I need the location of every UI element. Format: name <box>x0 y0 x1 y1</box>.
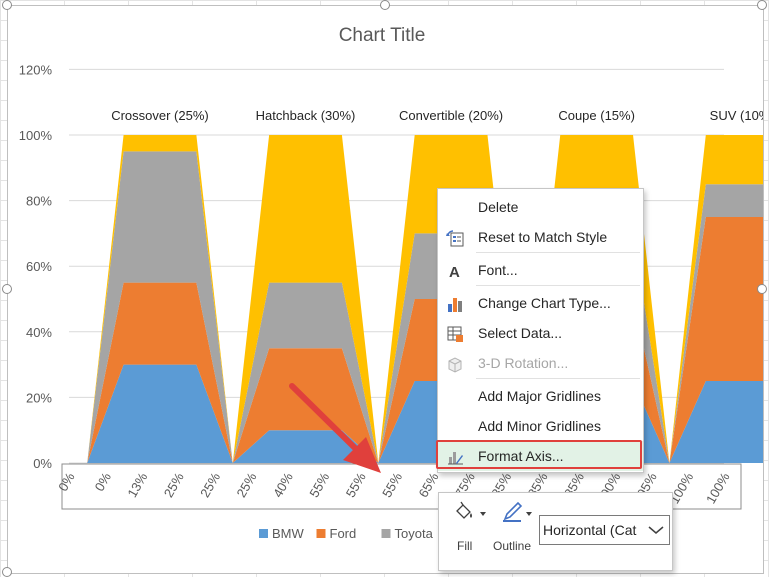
format-axis-icon <box>446 448 464 466</box>
highlight-box <box>436 440 642 469</box>
menu-item-3d-rotation: 3-D Rotation... <box>438 348 643 378</box>
outline-button[interactable] <box>499 501 533 527</box>
menu-item-select-data[interactable]: Select Data... <box>438 318 643 348</box>
x-axis-selection-box[interactable] <box>61 463 742 510</box>
menu-item-label: Change Chart Type... <box>478 295 611 311</box>
chevron-down-icon[interactable] <box>479 505 487 523</box>
chart-element-selector-value: Horizontal (Cat <box>543 522 637 538</box>
category-label: Convertible (20%) <box>399 108 503 123</box>
menu-item-label: Add Minor Gridlines <box>478 418 601 434</box>
context-menu: Delete Reset to Match Style A Font... Ch… <box>437 188 644 473</box>
area-segment-toyota[interactable] <box>232 282 379 463</box>
y-tick-label: 60% <box>26 259 52 274</box>
area-segment-toyota[interactable] <box>669 184 763 463</box>
menu-item-label: Font... <box>478 262 518 278</box>
menu-item-label: Reset to Match Style <box>478 229 608 245</box>
legend-label: Ford <box>330 526 357 541</box>
legend-swatch <box>316 529 326 538</box>
area-segment-bmw[interactable] <box>669 381 763 463</box>
fill-label: Fill <box>457 539 473 553</box>
resize-handle-top-middle[interactable] <box>380 0 390 10</box>
menu-item-font[interactable]: A Font... <box>438 255 643 285</box>
area-segment-ford[interactable] <box>87 282 233 463</box>
y-tick-label: 120% <box>19 62 53 77</box>
svg-text:A: A <box>449 264 460 280</box>
menu-item-format-axis[interactable]: Format Axis... <box>438 441 643 471</box>
category-label: Coupe (15%) <box>558 108 635 123</box>
menu-item-label: Delete <box>478 199 519 215</box>
y-tick-label: 100% <box>19 128 53 143</box>
legend-label: BMW <box>272 526 305 541</box>
reset-style-icon <box>446 229 464 247</box>
resize-handle-top-right[interactable] <box>757 0 767 10</box>
legend-swatch <box>381 529 391 538</box>
area-segment-ford[interactable] <box>232 348 379 463</box>
paint-bucket-icon <box>453 501 479 528</box>
area-segment-bmw[interactable] <box>87 364 233 463</box>
y-tick-label: 80% <box>26 194 52 209</box>
menu-item-label: Select Data... <box>478 325 563 341</box>
resize-handle-top-left[interactable] <box>2 0 12 10</box>
category-label: SUV (10%) <box>710 108 763 123</box>
chart-type-icon <box>446 295 464 313</box>
legend-swatch <box>259 529 268 538</box>
menu-item-label: 3-D Rotation... <box>478 355 569 371</box>
menu-item-change-chart-type[interactable]: Change Chart Type... <box>438 288 643 318</box>
pen-icon <box>499 501 525 528</box>
menu-item-add-major-gridlines[interactable]: Add Major Gridlines <box>438 381 643 411</box>
category-label: Hatchback (30%) <box>256 108 356 123</box>
legend-label: Toyota <box>395 526 434 541</box>
chart-element-selector[interactable]: Horizontal (Cat <box>539 515 670 545</box>
category-label: Crossover (25%) <box>111 108 209 123</box>
chevron-down-icon[interactable] <box>643 516 669 544</box>
y-tick-label: 40% <box>26 325 52 340</box>
menu-item-label: Format Axis... <box>478 448 564 464</box>
chart-title[interactable]: Chart Title <box>339 25 426 46</box>
chevron-down-icon[interactable] <box>525 505 533 523</box>
menu-separator <box>476 378 640 379</box>
area-segment-series-3[interactable] <box>232 135 379 463</box>
resize-handle-middle-left[interactable] <box>2 284 12 294</box>
rotation-3d-icon <box>446 355 464 373</box>
menu-separator <box>476 285 640 286</box>
area-segment-series-3[interactable] <box>669 135 763 463</box>
select-data-icon <box>446 325 464 343</box>
font-icon: A <box>446 262 464 280</box>
menu-item-reset-to-match-style[interactable]: Reset to Match Style <box>438 222 643 252</box>
resize-handle-middle-right[interactable] <box>757 284 767 294</box>
outline-label: Outline <box>493 539 532 553</box>
menu-item-delete[interactable]: Delete <box>438 192 643 222</box>
fill-button[interactable] <box>453 501 487 527</box>
area-segment-toyota[interactable] <box>87 151 233 463</box>
menu-separator <box>476 252 640 253</box>
menu-item-add-minor-gridlines[interactable]: Add Minor Gridlines <box>438 411 643 441</box>
y-tick-label: 0% <box>33 456 52 471</box>
mini-toolbar: Fill Outline Horizontal (Cat <box>438 492 673 571</box>
menu-item-label: Add Major Gridlines <box>478 388 601 404</box>
area-segment-ford[interactable] <box>669 217 763 463</box>
y-tick-label: 20% <box>26 390 52 405</box>
